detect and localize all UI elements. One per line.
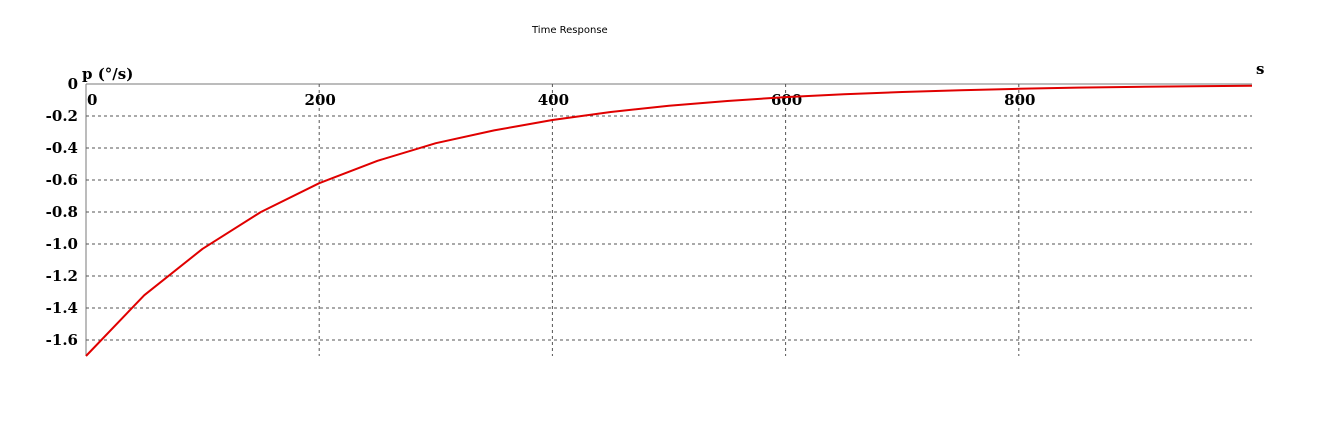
x-tick-label: 0	[87, 91, 97, 109]
x-tick-label: 200	[305, 91, 336, 109]
x-axis-label: s	[1256, 60, 1264, 78]
y-tick-label: -0.2	[46, 107, 78, 125]
y-tick-label: -1.4	[46, 299, 78, 317]
x-tick-label: 400	[538, 91, 569, 109]
y-tick-label: -0.6	[46, 171, 78, 189]
grid	[85, 83, 1252, 356]
y-tick-label: -1.0	[46, 235, 78, 253]
y-tick-label: -0.4	[46, 139, 78, 157]
y-tick-label: -0.8	[46, 203, 78, 221]
x-tick-label: 600	[771, 91, 802, 109]
y-tick-label: -1.2	[46, 267, 78, 285]
x-tick-label: 800	[1004, 91, 1035, 109]
series	[85, 84, 1253, 357]
y-axis-label: p (°/s)	[82, 65, 133, 83]
y-tick-label: 0	[68, 75, 78, 93]
series-line	[85, 84, 1253, 357]
tick-labels: 0 -0.2 -0.4 -0.6 -0.8 -1.0 -1.2 -1.4 -1.6 0 200 400…	[46, 75, 1036, 349]
chart-title: Time Response	[532, 25, 608, 36]
y-tick-label: -1.6	[46, 331, 78, 349]
